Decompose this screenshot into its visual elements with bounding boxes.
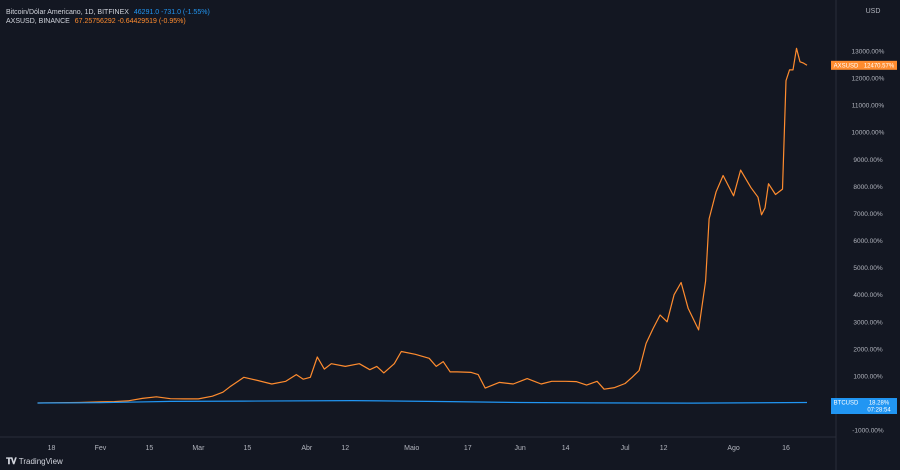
currency-label: USD xyxy=(866,8,881,15)
legend-btc-values: 46291.0 -731.0 (-1.55%) xyxy=(133,9,210,16)
y-tick-label: 2000.00% xyxy=(853,346,882,353)
x-tick-label: Jul xyxy=(621,445,630,452)
y-tick-label: 5000.00% xyxy=(853,265,882,272)
y-tick-label: 12000.00% xyxy=(852,76,885,83)
x-tick-label: 14 xyxy=(562,445,570,452)
x-tick-label: Ago xyxy=(727,445,740,452)
chart-legend: Bitcoin/Dólar Americano, 1D, BITFINEX 46… xyxy=(6,8,213,26)
series-name-label: AXSUSD xyxy=(834,63,859,69)
y-tick-label: 11000.00% xyxy=(852,103,885,110)
y-tick-label: 7000.00% xyxy=(853,211,882,218)
y-tick-label: 4000.00% xyxy=(853,292,882,299)
legend-btc-name: Bitcoin/Dólar Americano, 1D, BITFINEX xyxy=(6,9,129,16)
x-tick-label: Fev xyxy=(95,445,107,452)
series-last-value-label: 12470.57% xyxy=(864,63,895,69)
y-tick-label: 6000.00% xyxy=(853,238,882,245)
x-tick-label: Maio xyxy=(404,445,419,452)
y-tick-label: 9000.00% xyxy=(853,157,882,164)
series-name-tag-btcusd xyxy=(831,398,861,415)
y-tick-label: -1000.00% xyxy=(852,428,884,435)
series-line-btcusd xyxy=(37,400,808,404)
x-tick-label: 16 xyxy=(782,445,790,452)
series-name-tag-axsusd xyxy=(831,60,861,70)
legend-axs-name: AXSUSD, BINANCE xyxy=(6,18,70,25)
legend-axs[interactable]: AXSUSD, BINANCE 67.25756292 -0.64429519 … xyxy=(6,17,213,26)
y-tick-label: 1000.00% xyxy=(853,373,882,380)
tradingview-logo[interactable]: 𝐓𝐕 TradingView xyxy=(6,456,63,467)
bar-countdown-label: 07:28:54 xyxy=(867,408,891,414)
x-tick-label: Abr xyxy=(301,445,313,452)
x-tick-label: 17 xyxy=(464,445,472,452)
x-tick-label: 15 xyxy=(243,445,251,452)
y-tick-label: 13000.00% xyxy=(852,48,885,55)
legend-btc[interactable]: Bitcoin/Dólar Americano, 1D, BITFINEX 46… xyxy=(6,8,213,17)
series-last-value-label: 18.28% xyxy=(869,401,890,407)
x-tick-label: 15 xyxy=(146,445,154,452)
x-tick-label: 18 xyxy=(48,445,56,452)
series-value-tag-axsusd xyxy=(861,60,897,70)
y-tick-label: 8000.00% xyxy=(853,184,882,191)
tradingview-label: TradingView xyxy=(18,457,63,466)
y-tick-label: 3000.00% xyxy=(853,319,882,326)
x-tick-label: 12 xyxy=(341,445,349,452)
legend-axs-values: 67.25756292 -0.64429519 (-0.95%) xyxy=(74,18,186,25)
series-value-tag-btcusd xyxy=(861,398,897,415)
x-tick-label: Mar xyxy=(192,445,205,452)
tradingview-icon: 𝐓𝐕 xyxy=(6,456,17,466)
series-line-axsusd xyxy=(37,47,808,404)
series-name-label: BTCUSD xyxy=(834,401,859,407)
x-tick-label: 12 xyxy=(660,445,668,452)
y-tick-label: 10000.00% xyxy=(852,130,885,137)
x-tick-label: Jun xyxy=(515,445,526,452)
